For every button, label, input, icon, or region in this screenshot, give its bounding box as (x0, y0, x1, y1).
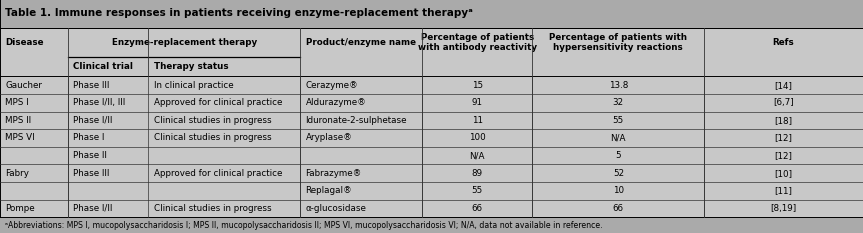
Text: [6,7]: [6,7] (773, 98, 794, 107)
Text: Table 1. Immune responses in patients receiving enzyme-replacement therapyᵃ: Table 1. Immune responses in patients re… (5, 8, 473, 18)
Text: Fabrazyme®: Fabrazyme® (306, 169, 362, 178)
Text: Clinical studies in progress: Clinical studies in progress (154, 134, 271, 143)
Text: 13.8: 13.8 (608, 81, 628, 90)
Text: Cerazyme®: Cerazyme® (306, 81, 358, 90)
Bar (0, 0, 863, 28)
Text: [14]: [14] (775, 81, 792, 90)
Text: 66: 66 (472, 204, 482, 213)
Text: [10]: [10] (774, 169, 793, 178)
Text: Phase III: Phase III (73, 81, 110, 90)
Text: Product/enzyme name: Product/enzyme name (306, 38, 415, 47)
Text: 5: 5 (615, 151, 621, 160)
Text: [8,19]: [8,19] (771, 204, 797, 213)
Text: [11]: [11] (775, 186, 792, 195)
Text: Phase I: Phase I (73, 134, 104, 143)
Text: Therapy status: Therapy status (154, 62, 228, 71)
Text: Aldurazyme®: Aldurazyme® (306, 98, 367, 107)
Text: Clinical studies in progress: Clinical studies in progress (154, 116, 271, 125)
Bar (0, 76, 863, 217)
Text: α-glucosidase: α-glucosidase (306, 204, 367, 213)
Text: In clinical practice: In clinical practice (154, 81, 233, 90)
Text: [12]: [12] (775, 134, 792, 143)
Text: ᵃAbbreviations: MPS I, mucopolysaccharidosis I; MPS II, mucopolysaccharidosis II: ᵃAbbreviations: MPS I, mucopolysaccharid… (5, 221, 602, 230)
Text: Aryplase®: Aryplase® (306, 134, 352, 143)
Text: Phase I/II, III: Phase I/II, III (73, 98, 126, 107)
Text: 10: 10 (613, 186, 624, 195)
Text: 100: 100 (469, 134, 486, 143)
Text: 66: 66 (613, 204, 624, 213)
Text: Refs: Refs (772, 38, 795, 47)
Text: 89: 89 (472, 169, 482, 178)
Text: Phase I/II: Phase I/II (73, 204, 113, 213)
Text: 52: 52 (613, 169, 624, 178)
Text: 32: 32 (613, 98, 624, 107)
Text: Disease: Disease (5, 38, 44, 47)
Text: 15: 15 (472, 81, 482, 90)
Bar (0, 57, 863, 76)
Text: Phase III: Phase III (73, 169, 110, 178)
Text: 11: 11 (472, 116, 482, 125)
Text: Percentage of patients
with antibody reactivity: Percentage of patients with antibody rea… (418, 33, 537, 52)
Bar (0, 28, 863, 57)
Text: N/A: N/A (611, 134, 626, 143)
Text: [12]: [12] (775, 151, 792, 160)
Text: Percentage of patients with
hypersensitivity reactions: Percentage of patients with hypersensiti… (550, 33, 687, 52)
Text: Clinical trial: Clinical trial (73, 62, 134, 71)
Text: 91: 91 (472, 98, 482, 107)
Text: 55: 55 (471, 186, 483, 195)
Text: [18]: [18] (774, 116, 793, 125)
Text: Approved for clinical practice: Approved for clinical practice (154, 98, 282, 107)
Text: MPS II: MPS II (5, 116, 31, 125)
Text: MPS I: MPS I (5, 98, 28, 107)
Text: Enzyme-replacement therapy: Enzyme-replacement therapy (111, 38, 257, 47)
Text: Clinical studies in progress: Clinical studies in progress (154, 204, 271, 213)
Text: Phase I/II: Phase I/II (73, 116, 113, 125)
Text: Fabry: Fabry (5, 169, 29, 178)
Text: Replagal®: Replagal® (306, 186, 352, 195)
Text: 55: 55 (613, 116, 624, 125)
Text: Approved for clinical practice: Approved for clinical practice (154, 169, 282, 178)
Bar (0, 217, 863, 233)
Text: Gaucher: Gaucher (5, 81, 42, 90)
Text: Iduronate-2-sulphetase: Iduronate-2-sulphetase (306, 116, 407, 125)
Text: MPS VI: MPS VI (5, 134, 35, 143)
Text: Pompe: Pompe (5, 204, 35, 213)
Text: Phase II: Phase II (73, 151, 107, 160)
Text: N/A: N/A (469, 151, 485, 160)
